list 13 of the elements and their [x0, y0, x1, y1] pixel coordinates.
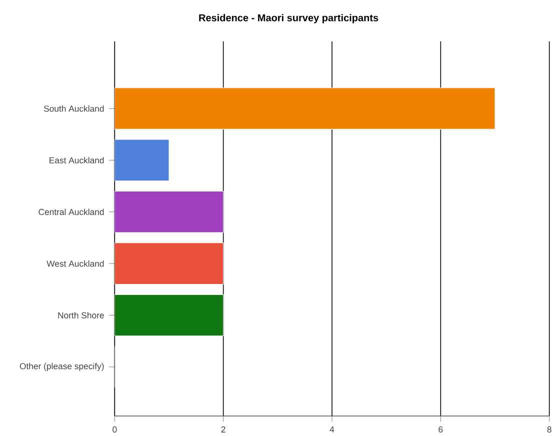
x-tick-label: 8 — [547, 426, 552, 433]
x-tick-label: 0 — [112, 426, 117, 433]
y-tick-label: North Shore — [58, 312, 104, 318]
y-tick-label: West Auckland — [46, 260, 104, 267]
bar — [114, 139, 170, 182]
chart-title: Residence - Maori survey participants — [199, 14, 378, 24]
y-tick-label: Other (please specify) — [20, 362, 104, 371]
y-tick-label: South Auckland — [44, 105, 104, 112]
x-tick-label: 2 — [221, 426, 226, 432]
x-tick-label: 4 — [330, 426, 334, 432]
x-tick-label: 6 — [438, 426, 443, 433]
y-tick-label: Central Auckland — [38, 208, 104, 216]
y-tick-label: East Auckland — [50, 157, 104, 164]
